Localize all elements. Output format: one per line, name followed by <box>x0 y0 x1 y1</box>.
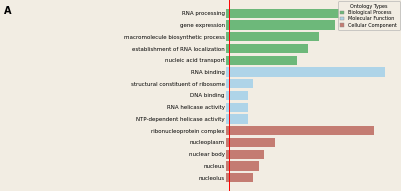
Bar <box>226 32 319 41</box>
Bar <box>226 67 385 77</box>
Bar <box>226 103 248 112</box>
Bar <box>226 126 374 135</box>
Text: A: A <box>4 6 12 16</box>
Legend: Biological Process, Molecular Function, Cellular Component: Biological Process, Molecular Function, … <box>338 2 399 30</box>
Bar <box>226 150 264 159</box>
Bar <box>226 138 275 147</box>
Text: B: B <box>165 0 172 2</box>
Bar <box>226 44 308 53</box>
Bar <box>226 79 253 88</box>
Bar <box>226 56 297 65</box>
Bar <box>226 114 248 124</box>
Bar <box>226 20 335 30</box>
Bar <box>226 173 253 182</box>
Bar <box>226 9 379 18</box>
Bar <box>226 91 248 100</box>
Bar <box>226 161 259 171</box>
